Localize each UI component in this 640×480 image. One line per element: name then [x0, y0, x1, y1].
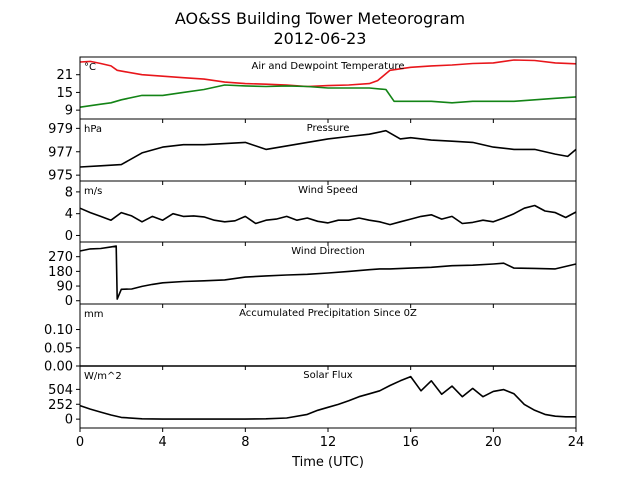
panel-title: Pressure: [307, 123, 350, 134]
y-tick-label: 4: [65, 207, 73, 222]
series-line-wind_direction-0: [79, 245, 577, 300]
panel-title: Solar Flux: [303, 370, 353, 381]
y-tick-label: 0: [65, 229, 73, 244]
x-tick-label: 8: [241, 435, 249, 450]
series-line-wind_speed-0: [79, 204, 577, 226]
y-tick-label: 0: [65, 413, 73, 428]
x-tick-label: 4: [159, 435, 167, 450]
series-line-solar-0: [79, 375, 576, 420]
y-tick-label: 0: [65, 294, 73, 309]
panel-precip: 0.00 0.05 0.10 mm Accumulated Precipitation …: [44, 303, 577, 375]
panel-wind_speed: 0 4 8 m/s Wind Speed: [65, 180, 577, 246]
y-tick-label: 0.10: [44, 323, 73, 338]
y-tick-label: 180: [48, 265, 73, 280]
panel-title: Wind Direction: [291, 246, 365, 257]
x-tick-label: 0: [76, 435, 84, 450]
panel-temp: 9 15 21 °C Air and Dewpoint Temperature: [56, 56, 577, 123]
figure-subtitle: 2012-06-23: [274, 29, 367, 48]
y-tick-label: 975: [48, 169, 73, 184]
y-tick-label: 0.00: [44, 360, 73, 375]
x-tick-label: 12: [320, 435, 337, 450]
y-tick-label: 979: [48, 122, 73, 137]
series-line-temp-1: [79, 84, 577, 108]
series-line-pressure-0: [79, 129, 577, 168]
y-tick-label: 252: [48, 398, 73, 413]
panel-title: Accumulated Precipitation Since 0Z: [239, 308, 417, 319]
unit-label: hPa: [84, 124, 102, 135]
x-tick-label: 24: [568, 435, 585, 450]
figure-title: AO&SS Building Tower Meteorogram: [175, 9, 465, 28]
y-tick-label: 270: [48, 250, 73, 265]
x-tick-label: 16: [402, 435, 419, 450]
unit-label: W/m^2: [84, 371, 122, 382]
unit-label: m/s: [84, 186, 102, 197]
y-tick-label: 9: [65, 104, 73, 119]
panel-pressure: 975 977 979 hPa Pressure: [48, 118, 577, 185]
panel-title: Wind Speed: [298, 185, 358, 196]
unit-label: °C: [84, 62, 96, 73]
unit-label: mm: [84, 309, 103, 320]
y-tick-label: 15: [56, 86, 73, 101]
x-tick-label: 20: [485, 435, 502, 450]
y-tick-label: 504: [48, 383, 73, 398]
panel-title: Air and Dewpoint Temperature: [252, 61, 405, 72]
x-axis-label: Time (UTC): [291, 455, 364, 470]
y-tick-label: 21: [56, 68, 73, 83]
y-tick-label: 977: [48, 145, 73, 160]
y-tick-label: 90: [56, 280, 73, 295]
y-tick-label: 8: [65, 185, 73, 200]
y-tick-label: 0.05: [44, 341, 73, 356]
